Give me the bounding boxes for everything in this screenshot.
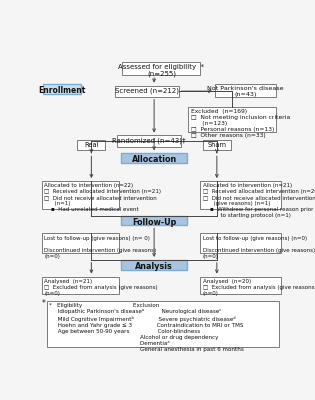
Text: Not Parkinson's disease
(n=43): Not Parkinson's disease (n=43) xyxy=(207,86,284,97)
Text: Enrollment: Enrollment xyxy=(38,86,85,95)
Text: Lost to follow-up (give reasons) (n= 0)

Discontinued intervention (give reasons: Lost to follow-up (give reasons) (n= 0) … xyxy=(44,236,156,258)
Text: Sham: Sham xyxy=(208,142,226,148)
Bar xyxy=(43,84,81,94)
Text: Allocated to intervention (n=22)
□  Received allocated intervention (n=21)
□  Di: Allocated to intervention (n=22) □ Recei… xyxy=(44,183,161,212)
Bar xyxy=(200,181,281,209)
Text: Analysis: Analysis xyxy=(135,262,173,271)
Bar xyxy=(42,234,119,253)
Bar xyxy=(77,140,105,150)
Bar xyxy=(42,276,119,294)
Bar xyxy=(203,140,231,150)
Bar xyxy=(122,62,200,75)
Text: Real: Real xyxy=(84,142,99,148)
Bar xyxy=(42,181,119,209)
Text: Excluded  (n=169)
□  Not meeting inclusion criteria
      (n=123)
□  Personal re: Excluded (n=169) □ Not meeting inclusion… xyxy=(191,109,290,138)
Bar xyxy=(121,216,187,226)
Text: Analysed  (n=20)
□  Excluded from analysis (give reasons)
(n=0): Analysed (n=20) □ Excluded from analysis… xyxy=(203,279,315,296)
Bar xyxy=(215,84,276,97)
Text: Allocated to intervention (n=21)
□  Received allocated intervention (n=20)
□  Di: Allocated to intervention (n=21) □ Recei… xyxy=(203,183,315,218)
Text: Analysed  (n=21)
□  Excluded from analysis (give reasons)
(n=0): Analysed (n=21) □ Excluded from analysis… xyxy=(44,279,158,296)
Text: Allocation: Allocation xyxy=(131,156,177,164)
Text: *: * xyxy=(42,299,46,308)
Text: Screened (n=212): Screened (n=212) xyxy=(115,88,179,94)
Text: Assessed for eligibility  *
(n=255): Assessed for eligibility * (n=255) xyxy=(118,64,204,78)
Text: Lost to follow-up (give reasons) (n=0)

Discontinued intervention (give reasons): Lost to follow-up (give reasons) (n=0) D… xyxy=(203,236,315,258)
Bar xyxy=(115,86,179,97)
Text: Follow-Up: Follow-Up xyxy=(132,218,176,227)
Bar xyxy=(121,153,187,163)
Text: Randomized (n=43)†: Randomized (n=43)† xyxy=(112,138,186,144)
Bar xyxy=(121,260,187,270)
Bar xyxy=(200,276,281,294)
Text: *   Eligibility                             Exclusion
     Idiopathic Parkinson': * Eligibility Exclusion Idiopathic Parki… xyxy=(49,303,244,352)
Bar xyxy=(188,107,276,132)
Bar xyxy=(200,234,281,253)
Bar xyxy=(117,136,181,146)
Bar xyxy=(47,301,279,347)
